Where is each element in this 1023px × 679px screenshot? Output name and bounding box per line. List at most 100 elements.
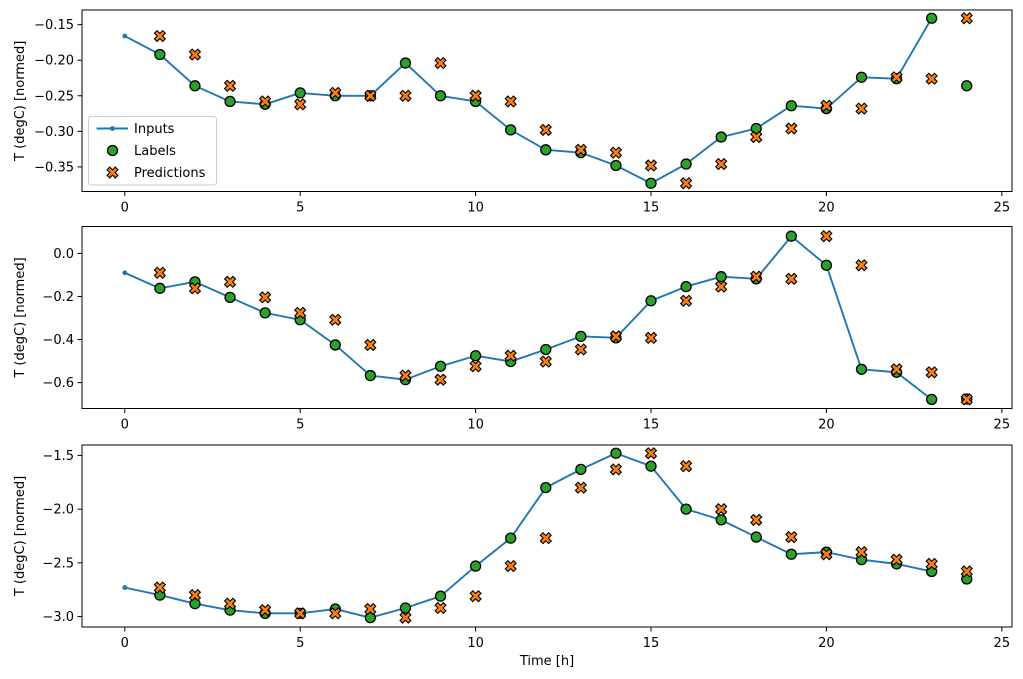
prediction-marker	[469, 360, 482, 373]
prediction-marker	[504, 559, 517, 573]
x-tick-label: 5	[296, 201, 304, 216]
prediction-marker	[504, 349, 517, 362]
x-tick-label: 5	[296, 636, 304, 651]
label-marker	[785, 100, 797, 112]
label-marker	[469, 350, 482, 362]
label-marker	[505, 124, 517, 136]
x-tick-label: 0	[121, 201, 129, 216]
prediction-marker	[890, 363, 903, 376]
axes-frame	[81, 444, 1013, 628]
label-marker	[645, 460, 657, 472]
y-tick-label: −0.35	[34, 160, 74, 175]
label-marker	[505, 532, 517, 544]
label-marker	[855, 363, 868, 375]
input-point-marker	[122, 33, 128, 39]
prediction-marker	[679, 294, 693, 307]
y-tick-label: −0.25	[34, 89, 74, 104]
legend-labels-sample	[106, 144, 119, 157]
prediction-marker	[960, 12, 973, 25]
y-tick-label: −0.2	[42, 290, 74, 305]
y-tick-label: −0.20	[34, 54, 74, 69]
prediction-marker	[820, 230, 833, 243]
prediction-marker	[364, 338, 377, 352]
axes-frame	[81, 226, 1013, 409]
input-point-marker	[122, 585, 128, 590]
prediction-marker	[609, 330, 623, 343]
x-tick-label: 15	[643, 201, 660, 216]
prediction-marker	[258, 291, 272, 304]
y-tick-label: −3.0	[42, 610, 74, 625]
prediction-marker	[399, 369, 412, 382]
prediction-marker	[925, 72, 938, 85]
prediction-marker	[960, 565, 973, 578]
x-tick-label: 15	[643, 636, 660, 651]
prediction-marker	[574, 481, 588, 494]
prediction-marker	[539, 123, 552, 137]
label-marker	[610, 447, 622, 459]
inputs-line	[124, 235, 933, 401]
label-marker	[540, 343, 552, 356]
label-marker	[715, 514, 727, 526]
label-marker	[224, 95, 236, 108]
legend: Inputs Labels Predictions	[88, 116, 217, 186]
axes-frame	[81, 9, 1013, 192]
legend-item-label: Labels	[134, 144, 176, 159]
prediction-marker	[750, 270, 763, 283]
label-marker	[434, 90, 447, 102]
prediction-marker	[785, 122, 798, 135]
prediction-marker	[258, 95, 272, 108]
prediction-marker	[609, 146, 623, 159]
x-axis-label: Time [h]	[519, 654, 574, 669]
legend-predictions-sample	[106, 166, 119, 179]
x-tick-label: 0	[121, 636, 129, 651]
prediction-marker	[644, 447, 658, 460]
label-marker	[575, 330, 587, 342]
label-marker	[154, 48, 166, 61]
subplot-2: 0 5 10 15 20 25 0.0 −0.2 −0.4 −0.6 T (degC) [norme…	[13, 226, 1013, 433]
label-marker	[540, 144, 552, 156]
prediction-marker	[820, 548, 833, 561]
label-marker	[154, 282, 166, 294]
label-marker	[715, 271, 727, 283]
label-marker	[399, 602, 412, 614]
y-tick-label: −0.4	[42, 333, 74, 348]
label-marker	[785, 548, 797, 560]
prediction-marker	[855, 545, 868, 559]
label-marker	[610, 159, 622, 172]
label-marker	[750, 531, 762, 543]
prediction-marker	[188, 588, 202, 602]
legend-item-label: Predictions	[134, 166, 206, 181]
label-marker	[926, 393, 938, 406]
prediction-marker	[399, 611, 412, 624]
y-tick-label: −2.5	[42, 556, 74, 571]
prediction-marker	[258, 603, 272, 617]
legend-inputs-dot-sample	[110, 126, 115, 131]
prediction-marker	[294, 306, 307, 320]
prediction-marker	[364, 89, 377, 102]
prediction-marker	[469, 89, 482, 102]
label-marker	[926, 12, 938, 24]
prediction-marker	[785, 272, 798, 286]
prediction-marker	[294, 98, 307, 111]
y-tick-label: −2.0	[42, 503, 74, 518]
prediction-marker	[855, 102, 868, 115]
label-marker	[645, 295, 657, 307]
prediction-marker	[890, 71, 903, 84]
x-tick-label: 5	[296, 418, 304, 433]
label-marker	[399, 57, 412, 69]
y-axis-label: T (degC) [normed]	[13, 476, 28, 597]
label-marker	[434, 590, 447, 602]
legend-item-label: Inputs	[134, 122, 175, 137]
prediction-marker	[504, 95, 517, 108]
label-marker	[680, 158, 692, 170]
prediction-marker	[855, 259, 868, 272]
prediction-marker	[434, 56, 447, 70]
prediction-marker	[925, 366, 938, 379]
prediction-marker	[469, 589, 482, 603]
x-tick-label: 10	[467, 201, 484, 216]
label-marker	[189, 598, 201, 610]
x-tick-label: 0	[121, 418, 129, 433]
x-tick-label: 25	[994, 636, 1011, 651]
